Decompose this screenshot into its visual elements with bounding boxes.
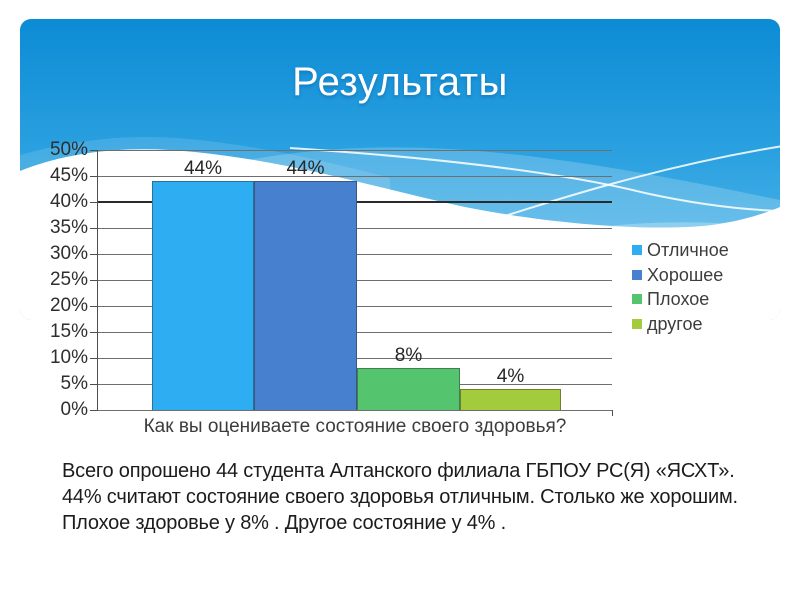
y-axis-tick xyxy=(90,254,98,255)
legend-label: Плохое xyxy=(647,288,710,309)
y-axis-tick xyxy=(90,384,98,385)
chart-bar xyxy=(152,181,254,410)
summary-line-1: Всего опрошено 44 студента Алтанского фи… xyxy=(62,460,735,482)
legend-swatch xyxy=(632,319,642,329)
chart-bar xyxy=(254,181,357,410)
y-axis-tick-label: 5% xyxy=(60,373,88,394)
y-axis-tick xyxy=(90,410,98,411)
summary-line-2: 44% считают состояние своего здоровья от… xyxy=(62,486,738,508)
summary-line-3: Плохое здоровье у 8% . Другое состояние … xyxy=(62,512,506,534)
legend-item: Отличное xyxy=(632,240,729,260)
bar-value-label: 44% xyxy=(183,158,223,179)
legend-label: Хорошее xyxy=(647,264,724,285)
y-axis-tick-label: 20% xyxy=(49,295,88,316)
y-axis-tick-label: 10% xyxy=(49,347,88,368)
x-axis-end-tick xyxy=(612,410,613,416)
y-axis-tick xyxy=(90,228,98,229)
chart-bar xyxy=(357,368,460,410)
y-axis-tick-label: 50% xyxy=(49,139,88,160)
y-axis-tick xyxy=(90,150,98,151)
y-axis-tick-label: 0% xyxy=(60,399,88,420)
chart-bar xyxy=(460,389,561,410)
y-axis-tick xyxy=(90,202,98,203)
bar-value-label: 8% xyxy=(394,345,423,366)
y-axis-tick-label: 25% xyxy=(49,269,88,290)
x-axis-label: Как вы оцениваете состояние своего здоро… xyxy=(143,416,567,437)
y-axis-tick xyxy=(90,332,98,333)
legend-swatch xyxy=(632,245,642,255)
slide-title: Результаты xyxy=(292,60,508,104)
summary-text: Всего опрошено 44 студента Алтанского фи… xyxy=(62,458,772,536)
y-gridline xyxy=(98,150,612,151)
y-axis-tick xyxy=(90,280,98,281)
y-axis-tick xyxy=(90,306,98,307)
y-axis-tick-label: 15% xyxy=(49,321,88,342)
legend-item: другое xyxy=(632,314,703,334)
y-axis-tick-label: 40% xyxy=(49,191,88,212)
legend-label: Отличное xyxy=(647,239,729,260)
legend-label: другое xyxy=(647,313,703,334)
bar-value-label: 4% xyxy=(496,366,525,387)
legend-swatch xyxy=(632,294,642,304)
legend-item: Плохое xyxy=(632,289,709,309)
legend-item: Хорошее xyxy=(632,265,723,285)
y-axis-tick-label: 35% xyxy=(49,217,88,238)
y-gridline xyxy=(98,410,612,411)
y-gridline xyxy=(98,176,612,177)
y-axis-tick xyxy=(90,358,98,359)
y-axis-tick-label: 30% xyxy=(49,243,88,264)
y-axis-tick-label: 45% xyxy=(49,165,88,186)
y-axis-tick xyxy=(90,176,98,177)
legend-swatch xyxy=(632,270,642,280)
bar-value-label: 44% xyxy=(286,158,325,179)
